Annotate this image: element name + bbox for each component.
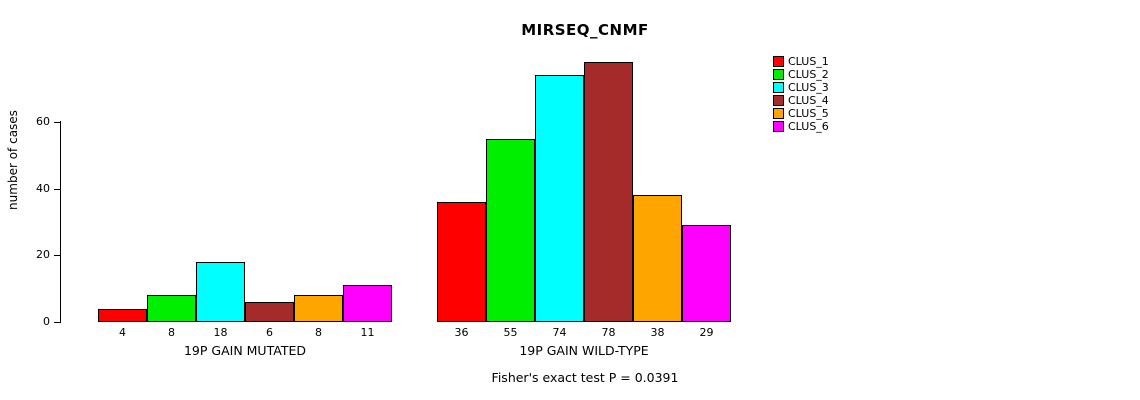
bar-clus_6 [343, 285, 392, 322]
legend-label: CLUS_1 [788, 55, 829, 68]
fisher-test-annotation: Fisher's exact test P = 0.0391 [491, 370, 679, 385]
bar-clus_4 [584, 62, 633, 322]
y-axis-label: number of cases [6, 110, 20, 210]
bar-clus_1 [98, 309, 147, 322]
y-axis-tick [54, 255, 61, 256]
y-axis-tick [54, 322, 61, 323]
y-axis-tick [54, 189, 61, 190]
legend-label: CLUS_4 [788, 94, 829, 107]
legend-swatch [773, 69, 784, 80]
bar-clus_5 [294, 295, 343, 322]
bar-clus_3 [535, 75, 584, 322]
legend-label: CLUS_3 [788, 81, 829, 94]
y-axis-tick-label: 20 [36, 248, 50, 261]
bar-clus_4 [245, 302, 294, 322]
legend-label: CLUS_2 [788, 68, 829, 81]
legend-item: CLUS_6 [773, 120, 829, 133]
legend-swatch [773, 82, 784, 93]
legend-item: CLUS_3 [773, 81, 829, 94]
y-axis-line [60, 121, 61, 323]
bar-value-label: 74 [552, 326, 567, 339]
bar-value-label: 38 [650, 326, 665, 339]
bar-clus_5 [633, 195, 682, 322]
bar-clus_2 [486, 139, 535, 322]
legend-label: CLUS_6 [788, 120, 829, 133]
legend-item: CLUS_2 [773, 68, 829, 81]
chart-title: MIRSEQ_CNMF [521, 21, 649, 39]
legend-item: CLUS_1 [773, 55, 829, 68]
legend-swatch [773, 121, 784, 132]
bar-value-label: 4 [119, 326, 126, 339]
bar-value-label: 18 [213, 326, 228, 339]
y-axis-tick-label: 40 [36, 182, 50, 195]
bar-value-label: 29 [699, 326, 714, 339]
bar-clus_1 [437, 202, 486, 322]
bar-clus_3 [196, 262, 245, 322]
bar-clus_2 [147, 295, 196, 322]
bar-clus_6 [682, 225, 731, 322]
legend-swatch [773, 108, 784, 119]
bar-value-label: 6 [266, 326, 273, 339]
legend-swatch [773, 56, 784, 67]
legend-item: CLUS_4 [773, 94, 829, 107]
y-axis-tick-label: 60 [36, 115, 50, 128]
bar-value-label: 78 [601, 326, 616, 339]
bar-value-label: 36 [454, 326, 469, 339]
x-axis-group-label: 19P GAIN MUTATED [183, 343, 306, 358]
y-axis-tick [54, 122, 61, 123]
legend-label: CLUS_5 [788, 107, 829, 120]
legend-item: CLUS_5 [773, 107, 829, 120]
x-axis-group-label: 19P GAIN WILD-TYPE [519, 343, 649, 358]
legend-swatch [773, 95, 784, 106]
bar-value-label: 8 [168, 326, 175, 339]
bar-value-label: 11 [360, 326, 375, 339]
bar-value-label: 8 [315, 326, 322, 339]
bar-value-label: 55 [503, 326, 518, 339]
legend: CLUS_1 CLUS_2 CLUS_3 CLUS_4 CLUS_5 CLUS_6 [773, 55, 829, 133]
y-axis-tick-label: 0 [43, 315, 50, 328]
